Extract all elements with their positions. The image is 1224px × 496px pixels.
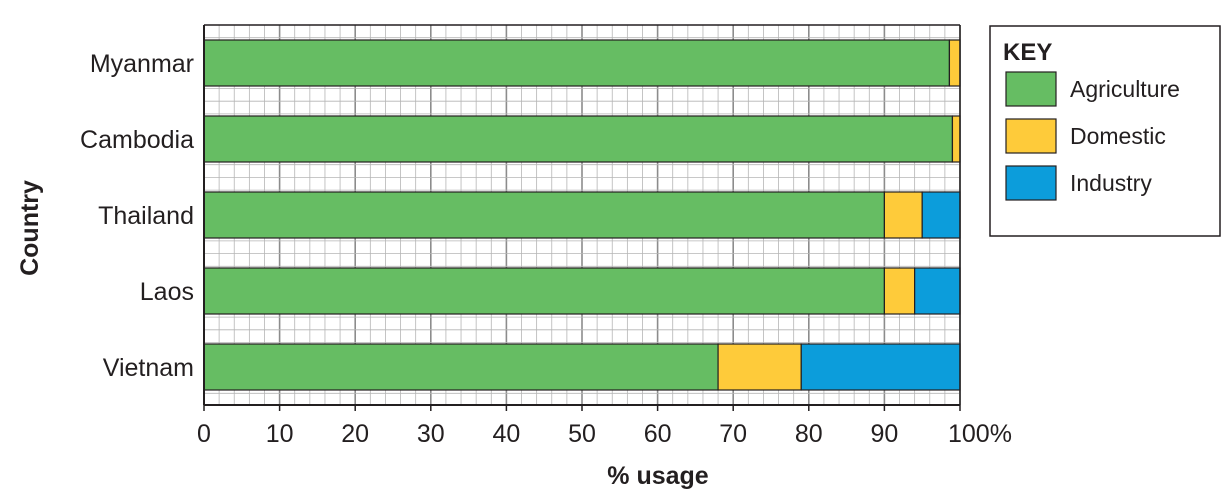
category-label: Thailand: [98, 202, 194, 230]
bar-agriculture-thailand: [203, 191, 886, 239]
category-label: Laos: [140, 278, 194, 306]
bar-industry-laos: [914, 267, 961, 315]
legend-label-agriculture: Agriculture: [1070, 76, 1180, 102]
category-label: Cambodia: [80, 126, 194, 154]
bar-domestic-laos: [883, 267, 916, 315]
x-axis-label: % usage: [607, 462, 709, 490]
y-axis-label: Country: [16, 180, 44, 276]
legend-items: Agriculture Domestic Industry: [1005, 71, 1180, 201]
x-tick-label: 0: [197, 420, 211, 448]
bar-agriculture-cambodia: [203, 115, 954, 163]
x-tick-label: 100%: [948, 420, 1012, 448]
bar-domestic-thailand: [883, 191, 923, 239]
bar-agriculture-laos: [203, 267, 886, 315]
legend-swatch-industry: [1005, 165, 1057, 201]
x-tick-label: 20: [341, 420, 369, 448]
x-tick-label: 40: [492, 420, 520, 448]
legend-title: KEY: [1003, 39, 1052, 66]
bars: [203, 39, 961, 391]
bar-domestic-vietnam: [717, 343, 802, 391]
x-tick-label: 10: [266, 420, 294, 448]
x-tick-label: 30: [417, 420, 445, 448]
bar-industry-vietnam: [800, 343, 961, 391]
x-tick-label: 70: [719, 420, 747, 448]
x-tick-label: 80: [795, 420, 823, 448]
legend-label-domestic: Domestic: [1070, 123, 1166, 149]
x-tick-label: 90: [870, 420, 898, 448]
legend-swatch-domestic: [1005, 118, 1057, 154]
bar-agriculture-myanmar: [203, 39, 951, 87]
legend: KEY Agriculture Domestic Industry: [989, 25, 1221, 237]
bar-industry-thailand: [921, 191, 961, 239]
x-tick-labels: 0 10 20 30 40 50 60 70 80 90 100%: [197, 420, 1012, 448]
bar-domestic-myanmar: [948, 39, 961, 87]
bar-domestic-cambodia: [951, 115, 961, 163]
bar-agriculture-vietnam: [203, 343, 719, 391]
x-tick-label: 50: [568, 420, 596, 448]
category-label: Vietnam: [103, 354, 194, 382]
axes: [203, 24, 961, 411]
x-tick-label: 60: [644, 420, 672, 448]
legend-swatch-agriculture: [1005, 71, 1057, 107]
legend-label-industry: Industry: [1070, 170, 1152, 196]
category-labels: Myanmar Cambodia Thailand Laos Vietnam: [80, 50, 194, 382]
category-label: Myanmar: [90, 50, 194, 78]
